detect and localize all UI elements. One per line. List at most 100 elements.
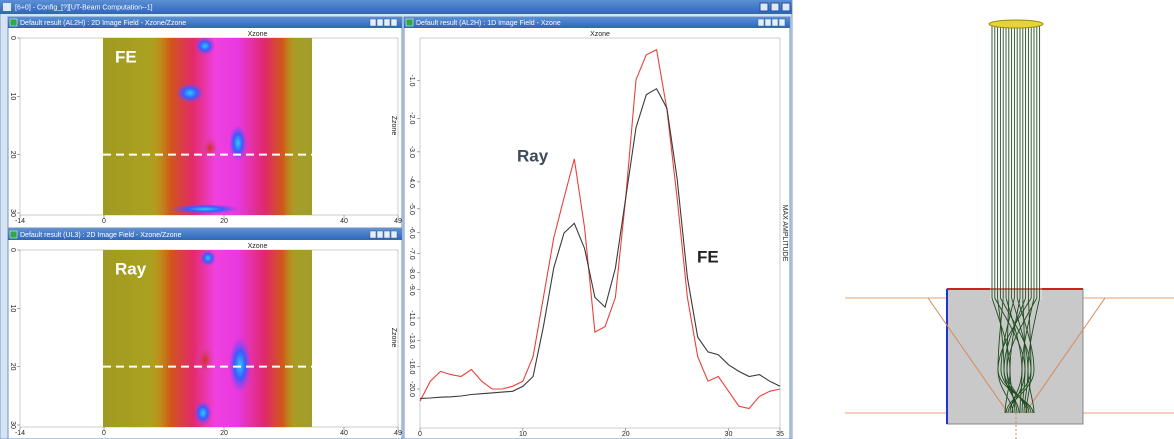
sub-window-title-bar — [8, 17, 402, 28]
hot-spot — [195, 344, 215, 376]
app-title-bar — [0, 0, 792, 14]
ray — [997, 26, 1032, 414]
x-axis-label: Xzone — [248, 243, 268, 250]
y-tick-label: -7.0 — [408, 248, 415, 260]
x-tick-label: 0 — [418, 431, 422, 438]
y-tick-label: -2.0 — [408, 112, 415, 124]
x-tick-label: 49 — [394, 430, 402, 437]
export-button[interactable] — [369, 230, 377, 239]
plot-area — [419, 37, 781, 429]
close-button[interactable] — [781, 2, 791, 12]
y-tick-label: -3.0 — [408, 146, 415, 158]
x-tick-label: 40 — [340, 430, 348, 437]
image-field-window: Default result (AL2H) : 2D Image Field -… — [7, 16, 403, 229]
hot-spot — [200, 250, 216, 266]
y-tick-label: 30 — [9, 421, 16, 429]
x-tick-label: 10 — [519, 431, 527, 438]
data-line — [419, 87, 781, 399]
y-tick-label: -11.0 — [408, 310, 415, 326]
hot-spot — [176, 83, 204, 103]
transducer-face — [988, 19, 1044, 29]
y-tick-label: -9.0 — [408, 284, 415, 296]
y-axis-label: MAX AMPLITUDE — [781, 205, 788, 262]
float-button[interactable] — [764, 18, 772, 27]
image-overlay-label: Ray — [115, 259, 147, 278]
y-tick-label: 20 — [9, 151, 16, 159]
sub-window-title: Default result (AL2H) : 1D Image Field -… — [416, 20, 561, 27]
ray — [1007, 26, 1035, 414]
ray — [1000, 26, 1032, 414]
ray — [1006, 26, 1038, 414]
y-tick-label: 10 — [9, 92, 16, 100]
x-tick-label: 35 — [776, 431, 784, 438]
y-tick-label: 30 — [9, 209, 16, 217]
transducer — [990, 24, 1042, 300]
app-title: [6+0] - Config_[?][UT-Beam Computation--… — [15, 4, 153, 11]
y-tick-label: -20.0 — [408, 381, 415, 397]
hot-spot — [195, 37, 215, 55]
line-chart-window: Default result (AL2H) : 1D Image Field -… — [403, 16, 791, 439]
ray — [1009, 26, 1021, 414]
y-tick-label: -4.0 — [408, 176, 415, 188]
x-tick-label: 20 — [220, 430, 228, 437]
sub-window-icon — [9, 230, 18, 239]
float-button[interactable] — [376, 18, 384, 27]
hot-spot — [170, 204, 240, 214]
sub-window-title: Default result (UL3) : 2D Image Field - … — [20, 232, 182, 239]
float-button[interactable] — [376, 230, 384, 239]
y-tick-label: 0 — [9, 36, 16, 40]
sub-window-title-bar — [8, 229, 402, 240]
x-tick-label: 0 — [102, 218, 106, 225]
settings-button[interactable] — [383, 230, 391, 239]
close-button[interactable] — [778, 18, 786, 27]
settings-button[interactable] — [383, 18, 391, 27]
hot-spot — [229, 125, 247, 161]
settings-button[interactable] — [771, 18, 779, 27]
x-tick-label: -14 — [15, 430, 25, 437]
close-button[interactable] — [390, 18, 398, 27]
y-axis-label: Zzone — [390, 116, 397, 136]
x-tick-label: 40 — [340, 218, 348, 225]
close-button[interactable] — [390, 230, 398, 239]
heatmap-band — [148, 38, 298, 215]
ray — [1019, 26, 1035, 414]
panels: Default result (AL2H) : 2D Image Field -… — [7, 16, 403, 439]
y-tick-label: -16.0 — [408, 358, 415, 374]
app-icon — [3, 3, 11, 11]
image-overlay-label: FE — [115, 47, 137, 66]
data-line — [419, 48, 781, 410]
export-button[interactable] — [757, 18, 765, 27]
x-tick-label: 0 — [102, 430, 106, 437]
ray — [1005, 26, 1032, 414]
sub-window-icon — [405, 18, 414, 27]
heatmap — [103, 250, 312, 427]
y-tick-label: -1.0 — [408, 74, 415, 86]
heatmap — [103, 37, 312, 215]
series-label: Ray — [517, 146, 549, 165]
y-tick-label: -13.0 — [408, 333, 415, 349]
beam-edge — [1024, 297, 1106, 414]
y-tick-label: -8.0 — [408, 267, 415, 279]
x-axis-label: Xzone — [248, 31, 268, 38]
beam-edge — [927, 297, 1009, 414]
series-label: FE — [697, 247, 719, 266]
minimize-button[interactable] — [759, 2, 769, 12]
x-tick-label: 49 — [394, 218, 402, 225]
maximize-button[interactable] — [770, 2, 780, 12]
ray — [1003, 26, 1030, 414]
hot-spot — [201, 136, 219, 160]
y-tick-label: 20 — [9, 363, 16, 371]
export-button[interactable] — [369, 18, 377, 27]
rays — [991, 26, 1041, 414]
ray — [1027, 26, 1041, 414]
y-tick-label: -6.0 — [408, 227, 415, 239]
y-tick-label: 0 — [9, 248, 16, 252]
x-tick-label: 30 — [725, 431, 733, 438]
x-tick-label: 20 — [220, 218, 228, 225]
image-field-window: Default result (UL3) : 2D Image Field - … — [7, 228, 403, 439]
y-tick-label: 10 — [9, 304, 16, 312]
beam-3d-view — [845, 19, 1174, 439]
x-axis-label: Xzone — [590, 31, 610, 38]
